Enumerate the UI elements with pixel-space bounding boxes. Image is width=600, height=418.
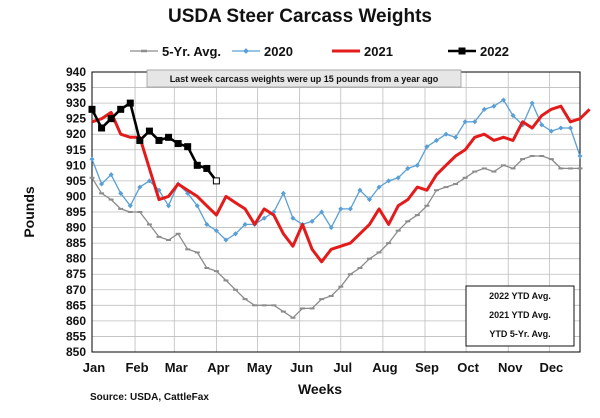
data-point (137, 184, 143, 190)
data-point (347, 206, 353, 212)
chart-title: USDA Steer Carcass Weights (168, 6, 432, 27)
data-point (155, 136, 163, 144)
data-point (558, 125, 564, 131)
data-point (213, 228, 219, 234)
data-point (443, 131, 449, 137)
data-point (88, 105, 96, 113)
data-point (127, 203, 133, 209)
data-point (118, 190, 124, 196)
series-line-5-yr-avg- (91, 155, 580, 319)
series-group (88, 97, 591, 319)
legend: 5-Yr. Avg. 2020 2021 2022 (130, 44, 509, 59)
data-point (126, 99, 134, 107)
x-tick-label: Mar (165, 360, 188, 375)
data-point (357, 187, 363, 193)
data-point (193, 161, 201, 169)
data-point (290, 215, 296, 221)
data-point (280, 190, 286, 196)
x-tick-label: Jul (333, 360, 352, 375)
data-point (136, 136, 144, 144)
x-tick-label: Feb (125, 360, 148, 375)
x-tick-label: May (247, 360, 273, 375)
y-tick-label: 925 (66, 112, 86, 126)
data-point (204, 221, 210, 227)
ytd-line: 2022 YTD Avg. (489, 291, 551, 301)
x-tick-label: Jan (83, 360, 105, 375)
y-tick-label: 910 (66, 158, 86, 172)
y-tick-label: 870 (66, 283, 86, 297)
data-point (433, 137, 440, 143)
y-axis-ticks: 8508558608658708758808858908959009059109… (66, 65, 86, 359)
ytd-line: 2021 YTD Avg. (489, 310, 551, 320)
data-point (232, 231, 239, 237)
y-tick-label: 850 (66, 345, 86, 359)
y-tick-label: 875 (66, 267, 86, 281)
legend-label: 5-Yr. Avg. (162, 44, 221, 59)
data-point (223, 237, 229, 243)
x-tick-label: Dec (539, 360, 563, 375)
data-point (174, 140, 182, 148)
data-point (117, 105, 125, 113)
data-point (242, 221, 248, 227)
data-point (203, 164, 211, 172)
series-line-2020 (91, 99, 581, 241)
data-point (165, 133, 173, 141)
data-point (577, 153, 583, 159)
y-tick-label: 940 (66, 65, 86, 79)
x-tick-label: Nov (498, 360, 523, 375)
data-point (98, 124, 106, 132)
ytd-box-frame (465, 285, 575, 347)
legend-label: 2022 (480, 44, 509, 59)
data-point (89, 156, 95, 162)
data-point (194, 203, 200, 209)
ytd-average-box: 2022 YTD Avg. 2021 YTD Avg. YTD 5-Yr. Avg. (465, 285, 575, 347)
x-tick-label: Aug (372, 360, 397, 375)
data-point (107, 115, 115, 123)
y-tick-label: 860 (66, 314, 86, 328)
y-tick-label: 915 (66, 143, 86, 157)
series-line-2021 (91, 104, 591, 264)
y-tick-label: 880 (66, 252, 86, 266)
ytd-line: YTD 5-Yr. Avg. (489, 329, 550, 339)
annotation-text: Last week carcass weights were up 15 pou… (170, 74, 439, 84)
y-tick-label: 855 (66, 329, 86, 343)
data-point (166, 203, 172, 209)
data-point (212, 177, 220, 185)
y-tick-label: 865 (66, 298, 86, 312)
x-tick-label: Oct (457, 360, 479, 375)
data-point (386, 178, 392, 184)
y-tick-label: 895 (66, 205, 86, 219)
y-tick-label: 930 (66, 96, 86, 110)
x-axis-label: Weeks (297, 381, 343, 397)
data-point (261, 215, 267, 221)
x-tick-label: Apr (207, 360, 229, 375)
data-point (184, 143, 192, 151)
x-axis-ticks: Jan Feb Mar Apr May Jun Jul Aug Sep Oct Nov Dec (83, 360, 564, 375)
data-point (453, 134, 459, 140)
y-tick-label: 885 (66, 236, 86, 250)
data-point (414, 162, 420, 168)
legend-marker (458, 47, 466, 55)
source-note: Source: USDA, CattleFax (90, 392, 209, 403)
x-tick-label: Jun (290, 360, 313, 375)
data-point (424, 144, 430, 150)
legend-label: 2020 (264, 44, 293, 59)
data-point (338, 206, 344, 212)
y-tick-label: 890 (66, 221, 86, 235)
x-tick-label: Sep (415, 360, 439, 375)
legend-label: 2021 (364, 44, 393, 59)
annotation-box: Last week carcass weights were up 15 pou… (146, 69, 462, 88)
data-point (529, 100, 535, 106)
y-tick-label: 905 (66, 174, 86, 188)
y-tick-label: 900 (66, 189, 86, 203)
data-point (146, 178, 152, 184)
legend-marker (243, 48, 249, 54)
data-point (567, 125, 573, 131)
y-tick-label: 920 (66, 127, 86, 141)
y-tick-label: 935 (66, 81, 86, 95)
data-point (145, 127, 153, 135)
